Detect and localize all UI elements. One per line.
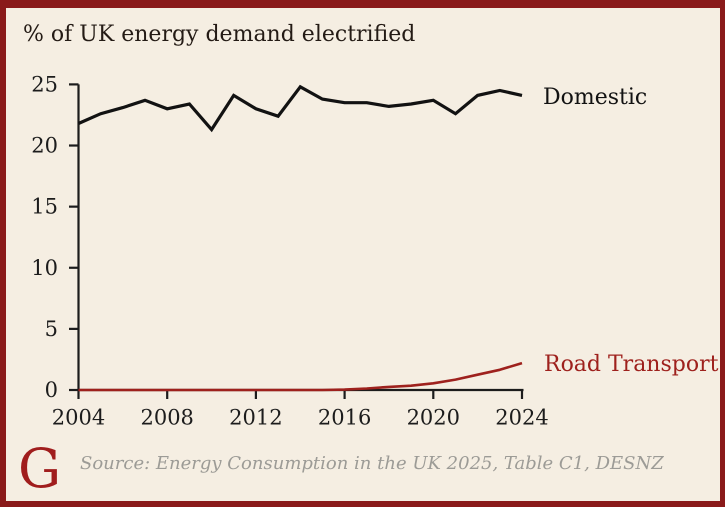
series-label-road-transport: Road Transport — [544, 352, 719, 377]
publisher-logo-g: G — [18, 437, 62, 500]
x-tick-label: 2008 — [140, 406, 193, 430]
x-tick-label: 2024 — [495, 406, 548, 430]
domestic-line — [77, 84, 523, 133]
series-label-domestic: Domestic — [543, 85, 648, 110]
x-tick-label: 2020 — [407, 406, 460, 430]
x-tick-label: 2016 — [318, 406, 371, 430]
y-tick-label: 25 — [31, 72, 58, 96]
y-tick-label: 5 — [45, 317, 58, 341]
chart-title: % of UK energy demand electrified — [23, 22, 416, 47]
y-tick-label: 10 — [31, 256, 58, 280]
x-tick-label: 2004 — [52, 406, 105, 430]
x-tick-label: 2012 — [229, 406, 282, 430]
y-tick-label: 20 — [31, 134, 58, 158]
y-tick-label: 0 — [45, 378, 58, 402]
source-note: Source: Energy Consumption in the UK 202… — [80, 453, 664, 474]
y-tick-label: 15 — [31, 195, 58, 219]
road-transport-line — [78, 361, 523, 392]
